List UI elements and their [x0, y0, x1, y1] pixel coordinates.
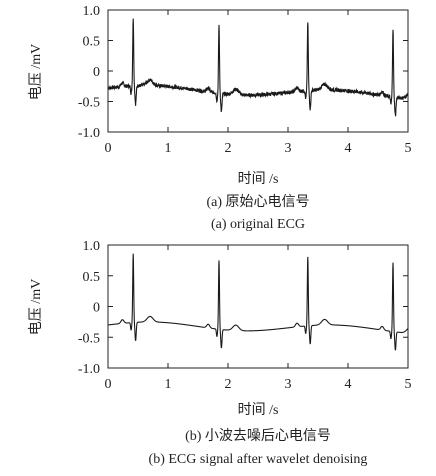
x-tick-label: 0 [105, 377, 112, 392]
y-tick-label: 1.0 [83, 4, 101, 19]
chart-panel-a: 0 1 2 3 4 5 1.0 0.5 0 -0.5 -1.0 [78, 4, 412, 156]
x-tick-label: 1 [165, 141, 172, 156]
ylabel-b: 电压 /mV [28, 279, 44, 335]
caption-b-cn: (b) 小波去噪后心电信号 [185, 428, 331, 444]
xlabel-b: 时间 /s [238, 402, 279, 418]
x-tick-label: 5 [405, 377, 412, 392]
ecg-series-line [107, 253, 409, 351]
y-tick-label: 0 [93, 301, 100, 316]
x-tick-label: 4 [345, 377, 352, 392]
y-tick-label: 1.0 [83, 239, 101, 254]
y-tick-label: -1.0 [78, 126, 100, 141]
x-tick-label: 5 [405, 141, 412, 156]
x-tick-label: 3 [285, 377, 292, 392]
x-tick-label: 2 [225, 377, 232, 392]
y-tick-label: 0 [93, 65, 100, 80]
xlabel-a: 时间 /s [238, 171, 279, 187]
x-tick-label: 1 [165, 377, 172, 392]
plot-frame [107, 244, 409, 369]
x-tick-label: 0 [105, 141, 112, 156]
ecg-series-line [107, 18, 409, 117]
chart-panel-b: 0 1 2 3 4 5 1.0 0.5 0 -0.5 -1.0 [78, 239, 412, 392]
x-tick-label: 4 [345, 141, 352, 156]
y-tick-label: 0.5 [83, 270, 101, 285]
caption-a-en: (a) original ECG [211, 217, 305, 232]
y-tick-label: -0.5 [78, 331, 100, 346]
caption-b-en: (b) ECG signal after wavelet denoising [149, 452, 368, 467]
y-tick-label: -0.5 [78, 96, 100, 111]
caption-a-cn: (a) 原始心电信号 [206, 194, 309, 210]
plot-frame [107, 9, 409, 133]
x-tick-label: 2 [225, 141, 232, 156]
y-tick-label: -1.0 [78, 362, 100, 377]
y-tick-label: 0.5 [83, 35, 101, 50]
ylabel-a: 电压 /mV [28, 44, 44, 100]
x-tick-label: 3 [285, 141, 292, 156]
